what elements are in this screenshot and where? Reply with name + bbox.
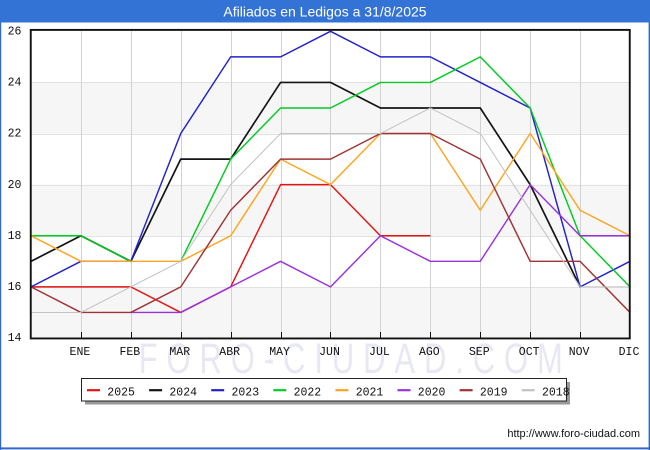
svg-text:24: 24 <box>8 77 22 90</box>
svg-text:DIC: DIC <box>619 346 640 359</box>
svg-text:2019: 2019 <box>480 387 508 400</box>
svg-text:MAR: MAR <box>169 346 190 359</box>
svg-text:22: 22 <box>8 128 22 141</box>
svg-text:FORO-CIUDAD.COM: FORO-CIUDAD.COM <box>139 334 572 382</box>
svg-text:2023: 2023 <box>232 387 260 400</box>
svg-text:FEB: FEB <box>119 346 140 359</box>
svg-text:2025: 2025 <box>107 387 135 400</box>
svg-text:16: 16 <box>8 281 22 294</box>
svg-text:14: 14 <box>8 332 22 345</box>
svg-text:MAY: MAY <box>269 346 290 359</box>
svg-text:2021: 2021 <box>356 387 384 400</box>
svg-text:2018: 2018 <box>542 387 570 400</box>
svg-text:2024: 2024 <box>169 387 197 400</box>
svg-text:ENE: ENE <box>70 346 91 359</box>
svg-text:2020: 2020 <box>418 387 446 400</box>
svg-text:http://www.foro-ciudad.com: http://www.foro-ciudad.com <box>507 428 640 440</box>
svg-text:Afiliados en Ledigos a 31/8/20: Afiliados en Ledigos a 31/8/2025 <box>223 4 426 20</box>
svg-text:26: 26 <box>8 25 22 38</box>
svg-text:JUL: JUL <box>369 346 390 359</box>
svg-text:OCT: OCT <box>519 346 540 359</box>
svg-text:20: 20 <box>8 179 22 192</box>
svg-text:AGO: AGO <box>419 346 440 359</box>
svg-text:18: 18 <box>8 230 22 243</box>
svg-text:SEP: SEP <box>469 346 490 359</box>
svg-text:ABR: ABR <box>219 346 240 359</box>
svg-text:JUN: JUN <box>319 346 340 359</box>
svg-text:NOV: NOV <box>569 346 590 359</box>
svg-text:2022: 2022 <box>294 387 322 400</box>
